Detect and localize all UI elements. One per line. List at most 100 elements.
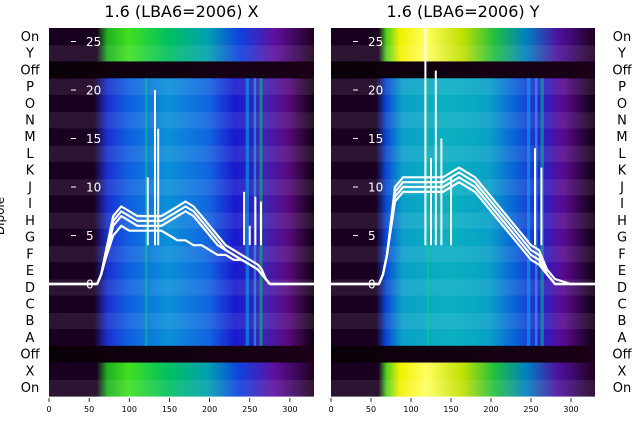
heatmap-row xyxy=(49,94,314,113)
dipole-label: L xyxy=(618,147,626,162)
dipole-label: Y xyxy=(25,47,34,62)
heatmap-row xyxy=(331,245,595,263)
dipole-label: E xyxy=(26,264,34,279)
dipole-label: N xyxy=(25,114,35,129)
dipole-label: H xyxy=(617,214,627,229)
heatmap-row xyxy=(49,329,314,347)
dipole-label: F xyxy=(618,247,625,262)
dipole-label: F xyxy=(26,247,33,262)
dipole-label: J xyxy=(27,180,32,195)
dipole-label: P xyxy=(26,80,34,95)
chart-title: 1.6 (LBA6=2006) Y xyxy=(386,2,539,21)
heatmap-streak xyxy=(245,78,249,346)
dipole-label: L xyxy=(26,147,34,162)
heatmap-row xyxy=(331,111,595,129)
heatmap-row xyxy=(331,61,595,79)
series-line xyxy=(331,181,595,286)
level-tick-label: 5 xyxy=(368,229,376,243)
y-axis-label: Dipole xyxy=(0,197,7,235)
dipole-label: G xyxy=(617,231,627,246)
dipole-label: Y xyxy=(617,47,626,62)
heatmap-row xyxy=(49,111,314,129)
heatmap-row xyxy=(331,295,595,313)
heatmap-row xyxy=(49,44,314,63)
dipole-label: H xyxy=(25,214,35,229)
dipole-label: O xyxy=(25,97,35,112)
x-tick-label: 250 xyxy=(523,405,538,414)
dipole-label: K xyxy=(618,164,627,179)
level-tick-label: 20 xyxy=(86,84,101,98)
level-tick-label: 15 xyxy=(86,132,101,146)
dipole-label: G xyxy=(25,231,35,246)
dipole-label: Off xyxy=(612,63,632,78)
dipole-label: On xyxy=(613,30,631,45)
level-tick-label: 15 xyxy=(368,132,383,146)
heatmap-streak xyxy=(427,78,429,346)
heatmap-row xyxy=(49,312,314,330)
heatmap-row xyxy=(49,362,314,380)
dipole-label: X xyxy=(26,364,35,379)
heatmap-row xyxy=(331,379,595,397)
heatmap-row xyxy=(331,44,595,63)
heatmap-streak xyxy=(527,78,531,346)
heatmap-row xyxy=(331,212,595,230)
dipole-label: B xyxy=(618,314,627,329)
heatmap-row xyxy=(331,362,595,380)
heatmap-row xyxy=(49,145,314,163)
dipole-label: B xyxy=(26,314,35,329)
x-tick-label: 150 xyxy=(443,405,458,414)
heatmap-streak xyxy=(145,78,147,346)
heatmap-row xyxy=(331,312,595,330)
heatmap-row xyxy=(331,345,595,364)
level-tick-label: 25 xyxy=(368,35,383,49)
heatmap-row xyxy=(331,329,595,347)
heatmap-row xyxy=(49,28,314,46)
dipole-label: On xyxy=(613,381,631,396)
heatmap-row xyxy=(331,195,595,213)
x-tick-label: 100 xyxy=(403,405,418,414)
panel-1: 1.6 (LBA6=2006) YOnYOffPONMLKJIHGFEDCBAO… xyxy=(328,2,632,414)
dipole-label: I xyxy=(620,197,624,212)
heatmap-row xyxy=(49,295,314,313)
dipole-label: On xyxy=(21,30,39,45)
dipole-label: P xyxy=(618,80,626,95)
dipole-label: Off xyxy=(20,348,40,363)
chart-title: 1.6 (LBA6=2006) X xyxy=(104,2,258,21)
heatmap-row xyxy=(331,28,595,46)
dipole-label: M xyxy=(616,130,627,145)
level-tick-label: 25 xyxy=(86,35,101,49)
dipole-label: K xyxy=(26,164,35,179)
dipole-label: E xyxy=(618,264,626,279)
heatmap-row xyxy=(49,245,314,263)
heatmap-row xyxy=(331,94,595,113)
dipole-label: O xyxy=(617,97,627,112)
heatmap-row xyxy=(49,161,314,180)
heatmap-row xyxy=(49,61,314,79)
x-tick-label: 50 xyxy=(366,405,376,414)
dipole-label: D xyxy=(617,281,627,296)
level-tick-label: 5 xyxy=(86,229,94,243)
level-tick-label: 10 xyxy=(86,181,101,195)
dipole-label: Off xyxy=(612,348,632,363)
dipole-label: D xyxy=(25,281,35,296)
dipole-label: Off xyxy=(20,63,40,78)
level-tick-label: 20 xyxy=(368,84,383,98)
dipole-label: On xyxy=(21,381,39,396)
dipole-label: X xyxy=(618,364,627,379)
dipole-label: A xyxy=(618,331,627,346)
heatmap-row xyxy=(49,379,314,397)
panel-0: 1.6 (LBA6=2006) XOnYOffPONMLKJIHGFEDCBAO… xyxy=(20,2,314,414)
heatmap-streak xyxy=(535,78,538,346)
dipole-label: J xyxy=(619,180,624,195)
dipole-label: M xyxy=(24,130,35,145)
dipole-label: I xyxy=(28,197,32,212)
series-line xyxy=(49,224,314,286)
heatmap-row xyxy=(49,345,314,364)
x-tick-label: 250 xyxy=(242,405,257,414)
heatmap-row xyxy=(331,145,595,163)
dipole-label: C xyxy=(617,298,626,313)
x-tick-label: 50 xyxy=(84,405,94,414)
dipole-label: N xyxy=(617,114,627,129)
x-tick-label: 0 xyxy=(328,405,333,414)
